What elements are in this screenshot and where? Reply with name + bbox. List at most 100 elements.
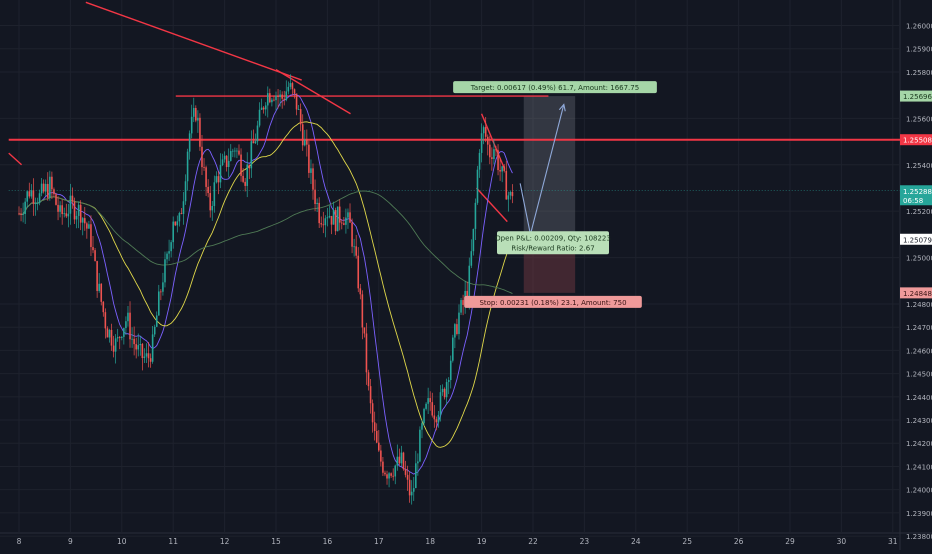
candle-body: [116, 337, 119, 339]
candle-body: [505, 170, 508, 200]
candle-body: [449, 360, 452, 381]
candle-body: [205, 167, 207, 187]
candle-body: [460, 300, 462, 313]
time-tick-label: 26: [734, 537, 744, 546]
time-tick-label: 29: [785, 537, 795, 546]
candle-body: [258, 109, 261, 126]
candle-body: [316, 202, 318, 204]
candle-body: [108, 329, 111, 338]
candle-body: [44, 183, 47, 192]
candle-body: [336, 206, 339, 232]
candle-body: [207, 186, 209, 194]
candle-body: [114, 338, 117, 352]
candle-body: [256, 125, 259, 142]
candle-body: [367, 372, 370, 387]
time-tick-label: 15: [271, 537, 281, 546]
candle-body: [271, 99, 273, 103]
candle-body: [28, 191, 31, 197]
candle-body: [104, 312, 107, 329]
candle-body: [178, 213, 181, 222]
candle-body: [223, 155, 226, 160]
candle-body: [511, 191, 514, 197]
open-pnl-label: Open P&L: 0.00209, Qty: 108223: [495, 234, 611, 242]
candle-body: [410, 491, 413, 496]
candle-body: [396, 456, 399, 466]
candle-body: [392, 475, 394, 477]
candle-body: [248, 164, 251, 169]
price-tag-bg: [900, 185, 932, 206]
candle-body: [439, 392, 442, 415]
candle-body: [38, 193, 41, 204]
candle-body: [419, 429, 421, 462]
moving-average-line: [18, 93, 513, 475]
candle-body: [246, 164, 249, 186]
candle-body: [486, 136, 489, 145]
candle-body: [49, 176, 51, 198]
candle-body: [373, 422, 376, 431]
candle-body: [324, 218, 327, 226]
candle-body: [110, 329, 113, 346]
candle-body: [501, 166, 503, 172]
candle-body: [454, 324, 456, 338]
price-axis[interactable]: 1.26000 1.25900 1.25800 1.25600 1.25400 1.252…: [900, 23, 932, 542]
candle-body: [20, 213, 22, 215]
candle-body: [269, 93, 271, 103]
candle-body: [423, 408, 425, 424]
candle-body: [174, 221, 177, 226]
price-tick-label: 1.24300: [906, 417, 932, 425]
candle-body: [180, 213, 183, 214]
candle-body: [67, 213, 70, 217]
candle-body: [320, 223, 323, 225]
candle-body: [151, 334, 154, 362]
target-zone: [523, 96, 576, 240]
candle-body: [176, 221, 179, 226]
candle-body: [281, 94, 283, 99]
price-tick-label: 1.25600: [906, 115, 932, 123]
trend-line: [275, 69, 351, 115]
candle-body: [211, 205, 214, 211]
target-label-bg: [453, 81, 657, 94]
price-tick-label: 1.24400: [906, 394, 932, 402]
price-tick-label: 1.26000: [906, 23, 932, 31]
candle-body: [59, 205, 61, 212]
candle-body: [172, 221, 174, 243]
candle-body: [240, 154, 242, 176]
trend-line: [85, 1, 302, 81]
candle-body: [79, 204, 82, 223]
candle-body: [345, 217, 347, 225]
time-tick-label: 31: [888, 537, 898, 546]
price-tag: 1.24848: [903, 290, 932, 298]
candle-body: [458, 312, 460, 334]
candle-body: [252, 141, 255, 144]
candle-body: [289, 83, 292, 87]
candle-body: [493, 149, 495, 159]
candle-body: [328, 216, 331, 218]
candle-body: [293, 89, 296, 94]
candle-body: [219, 165, 222, 183]
candle-body: [190, 116, 193, 134]
candle-body: [400, 452, 403, 464]
time-tick-label: 8: [17, 537, 22, 546]
candle-body: [384, 472, 386, 475]
candle-body: [158, 291, 160, 316]
drawing-tools: [8, 1, 900, 293]
stop-label-bg: [464, 295, 642, 308]
time-axis[interactable]: 8 9 10 11 12 15 16 17 18 19 22 23 24 25 26 29 30 31: [17, 537, 898, 546]
candle-body: [466, 290, 469, 298]
time-tick-label: 30: [837, 537, 847, 546]
candle-body: [480, 133, 483, 153]
candle-body: [371, 403, 374, 423]
candle-body: [57, 204, 59, 212]
candle-body: [244, 181, 246, 186]
candle-body: [170, 242, 172, 252]
candle-body: [503, 166, 506, 171]
time-tick-label: 22: [528, 537, 538, 546]
price-tag-bg: [900, 287, 932, 299]
candle-body: [330, 216, 333, 225]
candle-body: [318, 202, 320, 224]
candle-body: [380, 450, 382, 462]
candle-body: [63, 213, 66, 215]
price-tick-label: 1.25800: [906, 69, 932, 77]
